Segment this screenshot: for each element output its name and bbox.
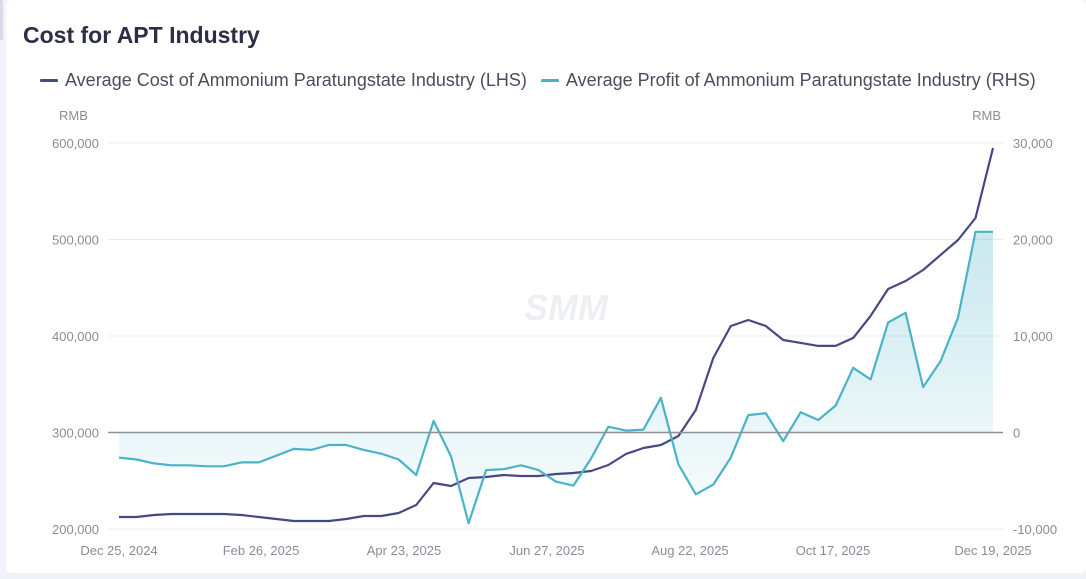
right-axis-tick-label: 0 — [1013, 426, 1020, 441]
profit-area — [119, 231, 993, 524]
legend-label-cost: Average Cost of Ammonium Paratungstate I… — [65, 70, 527, 90]
left-axis-tick-label: 400,000 — [52, 329, 99, 344]
watermark: SMM — [524, 287, 609, 328]
right-axis-tick-label: 30,000 — [1013, 136, 1053, 151]
legend: Average Cost of Ammonium Paratungstate I… — [40, 70, 1050, 91]
left-axis-tick-label: 200,000 — [52, 522, 99, 537]
legend-item-profit[interactable]: Average Profit of Ammonium Paratungstate… — [540, 70, 1036, 91]
x-axis-tick-label: Aug 22, 2025 — [651, 543, 728, 558]
x-axis-tick-label: Feb 26, 2025 — [223, 543, 300, 558]
x-axis-tick-label: Jun 27, 2025 — [509, 543, 584, 558]
right-axis-tick-label: 20,000 — [1013, 233, 1053, 248]
left-axis-tick-label: 500,000 — [52, 233, 99, 248]
legend-item-cost[interactable]: Average Cost of Ammonium Paratungstate I… — [40, 70, 527, 91]
right-axis-unit: RMB — [972, 108, 1001, 123]
legend-label-profit: Average Profit of Ammonium Paratungstate… — [565, 70, 1036, 90]
legend-swatch-profit — [540, 79, 559, 82]
legend-swatch-cost — [40, 79, 58, 82]
sidebar-edge — [0, 0, 3, 40]
x-axis-tick-label: Oct 17, 2025 — [796, 543, 870, 558]
left-axis-tick-label: 600,000 — [52, 136, 99, 151]
left-axis-unit: RMB — [59, 108, 88, 123]
x-axis-tick-label: Dec 19, 2025 — [954, 543, 1031, 558]
chart-card — [6, 0, 1086, 573]
left-axis-tick-label: 300,000 — [52, 426, 99, 441]
x-axis-tick-label: Dec 25, 2024 — [80, 543, 157, 558]
right-axis-tick-label: -10,000 — [1013, 522, 1057, 537]
x-axis-tick-label: Apr 23, 2025 — [367, 543, 441, 558]
right-axis-tick-label: 10,000 — [1013, 329, 1053, 344]
chart-title: Cost for APT Industry — [23, 22, 260, 48]
